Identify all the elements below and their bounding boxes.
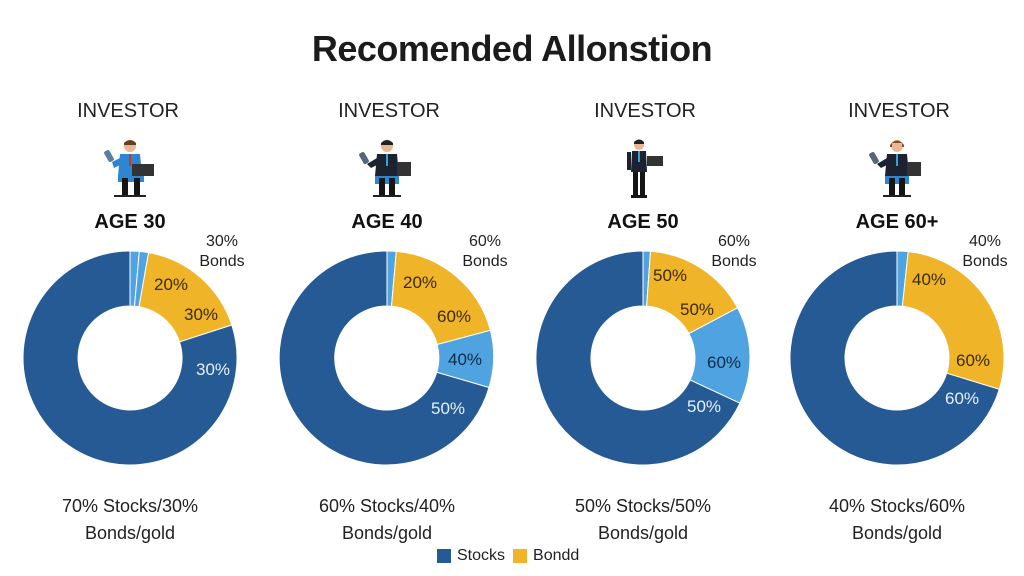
standing-investor-icon	[515, 138, 771, 200]
segment-label: 50%	[687, 397, 721, 416]
callout-label: Bonds	[462, 253, 508, 270]
segment-label: 30%	[184, 305, 218, 324]
legend-item-bonds: Bondd	[513, 547, 579, 565]
donut-chart-age-30: 20% 30% 30%	[22, 250, 238, 466]
caption-line-2: Bonds/gold	[597, 523, 689, 543]
segment-label: 20%	[403, 273, 437, 292]
legend: Stocks Bondd	[437, 547, 587, 565]
segment-label: 60%	[707, 353, 741, 372]
donut-chart-age-50: 50% 50% 60% 50%	[535, 250, 751, 466]
segment-label: 50%	[680, 300, 714, 319]
allocation-caption: 50% Stocks/50% Bonds/gold	[515, 493, 771, 547]
stocks-swatch-icon	[437, 549, 451, 563]
allocation-caption: 40% Stocks/60% Bonds/gold	[769, 493, 1024, 547]
legend-label: Stocks	[457, 547, 506, 564]
segment-label: 40%	[448, 350, 482, 369]
age-label: AGE 60+	[855, 211, 939, 233]
callout-percent: 60%	[717, 233, 751, 250]
segment-label: 40%	[912, 270, 946, 289]
investor-label: INVESTOR	[594, 100, 696, 122]
bonds-swatch-icon	[513, 549, 528, 563]
callout-label: Bonds	[962, 253, 1008, 270]
callout-percent: 40%	[968, 233, 1002, 250]
legend-label: Bondd	[533, 547, 580, 564]
chart-title: Recomended Allonstion	[311, 28, 713, 69]
segment-label: 60%	[956, 351, 990, 370]
callout-percent: 30%	[205, 233, 239, 250]
seated-investor-icon	[2, 138, 258, 200]
bonds-callout: 30% Bonds	[192, 232, 252, 272]
callout-percent: 60%	[468, 233, 502, 250]
donut-chart-age-60-plus: 40% 60% 60%	[789, 250, 1005, 466]
donut-chart-age-40: 20% 60% 40% 50%	[278, 250, 495, 466]
legend-item-stocks: Stocks	[437, 547, 505, 565]
age-label: AGE 30	[94, 211, 166, 233]
bonds-callout: 40% Bonds	[955, 232, 1015, 272]
panel-age-60-plus: INVESTOR AGE 60+ 40% Bonds 40% 60% 60% 4…	[769, 0, 1024, 576]
panel-age-50: INVESTOR AGE 50 60% Bonds 50% 50% 60% 50…	[515, 0, 771, 576]
age-label: AGE 50	[607, 211, 679, 233]
bonds-callout: 60% Bonds	[455, 232, 515, 272]
seated-investor-icon	[769, 138, 1024, 200]
age-label: AGE 40	[351, 211, 423, 233]
caption-line-1: 60% Stocks/40%	[318, 496, 456, 516]
caption-line-1: 50% Stocks/50%	[574, 496, 712, 516]
caption-line-1: 40% Stocks/60%	[828, 496, 966, 516]
callout-label: Bonds	[711, 253, 757, 270]
caption-line-2: Bonds/gold	[84, 523, 176, 543]
panel-age-40: INVESTOR AGE 40 60% Bonds 20% 60% 40% 50…	[259, 0, 515, 576]
investor-label: INVESTOR	[338, 100, 440, 122]
investor-label: INVESTOR	[77, 100, 179, 122]
allocation-caption: 60% Stocks/40% Bonds/gold	[259, 493, 515, 547]
caption-line-1: 70% Stocks/30%	[61, 496, 199, 516]
segment-label: 30%	[196, 360, 230, 379]
seated-investor-icon	[259, 138, 515, 200]
segment-label: 60%	[437, 307, 471, 326]
caption-line-2: Bonds/gold	[341, 523, 433, 543]
segment-label: 20%	[154, 275, 188, 294]
allocation-caption: 70% Stocks/30% Bonds/gold	[2, 493, 258, 547]
segment-label: 60%	[945, 389, 979, 408]
segment-label: 50%	[431, 399, 465, 418]
callout-label: Bonds	[199, 253, 245, 270]
caption-line-2: Bonds/gold	[851, 523, 943, 543]
segment-label: 50%	[653, 266, 687, 285]
bonds-callout: 60% Bonds	[704, 232, 764, 272]
investor-label: INVESTOR	[848, 100, 950, 122]
panel-age-30: INVESTOR AGE 30 30% Bonds 20% 30% 30% 70…	[2, 0, 258, 576]
